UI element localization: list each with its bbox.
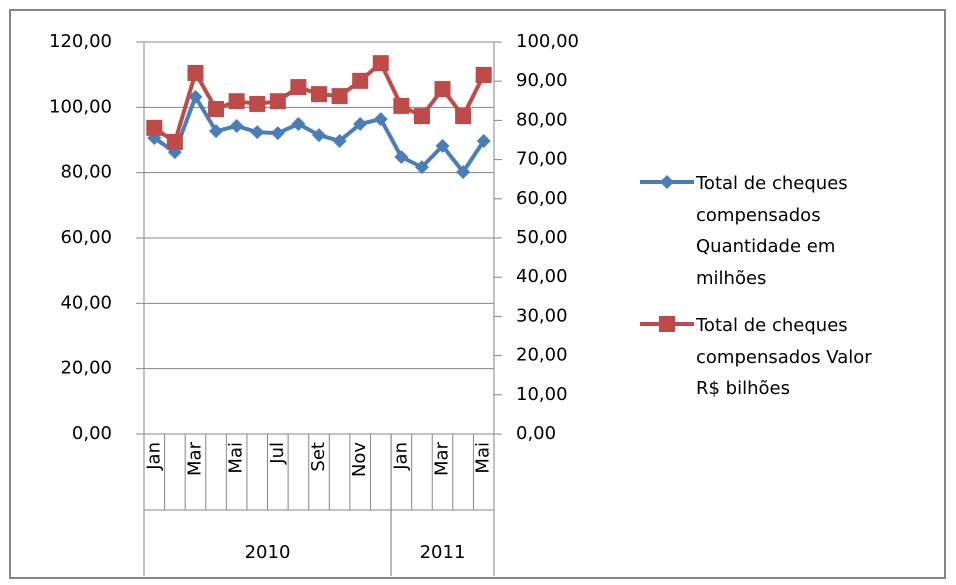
y-tick-label: 20,00 bbox=[60, 358, 112, 379]
x-group-label: 2010 bbox=[245, 542, 291, 563]
point bbox=[249, 95, 266, 112]
legend-label: Total de cheques compensados Quantidade … bbox=[696, 173, 848, 289]
point bbox=[229, 118, 244, 133]
legend-item: Total de cheques compensados Valor R$ bi… bbox=[638, 310, 878, 405]
y2-tick-label: 50,00 bbox=[516, 227, 568, 248]
point bbox=[269, 93, 286, 110]
y-tick-label: 120,00 bbox=[49, 31, 112, 52]
point bbox=[187, 64, 204, 81]
point bbox=[414, 160, 429, 175]
point bbox=[250, 125, 265, 140]
point bbox=[270, 126, 285, 141]
x-tick-label: Jul bbox=[267, 442, 288, 465]
legend-item: Total de cheques compensados Quantidade … bbox=[638, 168, 878, 294]
legend-swatch bbox=[640, 175, 694, 189]
y2-tick-label: 60,00 bbox=[516, 188, 568, 209]
point bbox=[476, 133, 491, 148]
point bbox=[434, 81, 451, 98]
y2-tick-label: 20,00 bbox=[516, 345, 568, 366]
point bbox=[352, 72, 369, 89]
legend-swatch bbox=[640, 316, 694, 332]
x-tick-label: Jan bbox=[143, 442, 164, 471]
point bbox=[146, 119, 163, 136]
y2-tick-label: 80,00 bbox=[516, 109, 568, 130]
legend-label: Total de cheques compensados Valor R$ bi… bbox=[696, 315, 872, 399]
point bbox=[372, 55, 389, 72]
chart-frame bbox=[9, 9, 946, 579]
legend-marker bbox=[659, 316, 675, 332]
y2-tick-label: 100,00 bbox=[516, 31, 579, 52]
legend: Total de cheques compensados Quantidade … bbox=[638, 168, 878, 421]
point bbox=[455, 108, 472, 125]
y2-tick-label: 40,00 bbox=[516, 266, 568, 287]
x-tick-label: Mai bbox=[226, 442, 247, 474]
point bbox=[394, 149, 409, 164]
x-tick-label: Mai bbox=[473, 442, 494, 474]
point bbox=[312, 128, 326, 143]
point bbox=[413, 108, 430, 125]
point bbox=[435, 138, 450, 153]
point bbox=[228, 93, 245, 110]
point bbox=[332, 133, 347, 148]
y-tick-label: 0,00 bbox=[72, 423, 112, 444]
point bbox=[373, 112, 388, 127]
point bbox=[311, 86, 327, 103]
point bbox=[208, 101, 225, 118]
y-tick-label: 60,00 bbox=[60, 227, 112, 248]
x-tick-label: Jan bbox=[390, 442, 411, 471]
legend-marker bbox=[660, 175, 674, 189]
y2-tick-label: 10,00 bbox=[516, 384, 568, 405]
y-tick-label: 80,00 bbox=[60, 162, 112, 183]
point bbox=[456, 165, 471, 180]
x-tick-label: Set bbox=[308, 442, 329, 472]
y2-tick-label: 70,00 bbox=[516, 149, 568, 170]
point bbox=[393, 97, 410, 114]
x-tick-label: Mar bbox=[432, 441, 453, 476]
x-tick-label: Nov bbox=[349, 442, 370, 477]
x-group-label: 2011 bbox=[420, 542, 466, 563]
y-tick-label: 40,00 bbox=[60, 292, 112, 313]
point bbox=[290, 79, 307, 96]
point bbox=[331, 88, 348, 105]
x-tick-label: Mar bbox=[184, 441, 205, 476]
point bbox=[475, 66, 492, 83]
y2-tick-label: 30,00 bbox=[516, 305, 568, 326]
point bbox=[188, 89, 203, 104]
y2-tick-label: 90,00 bbox=[516, 70, 568, 91]
y-tick-label: 100,00 bbox=[49, 96, 112, 117]
y2-tick-label: 0,00 bbox=[516, 423, 556, 444]
point bbox=[353, 116, 368, 131]
point bbox=[291, 116, 306, 131]
point bbox=[209, 124, 224, 139]
point bbox=[166, 133, 183, 150]
